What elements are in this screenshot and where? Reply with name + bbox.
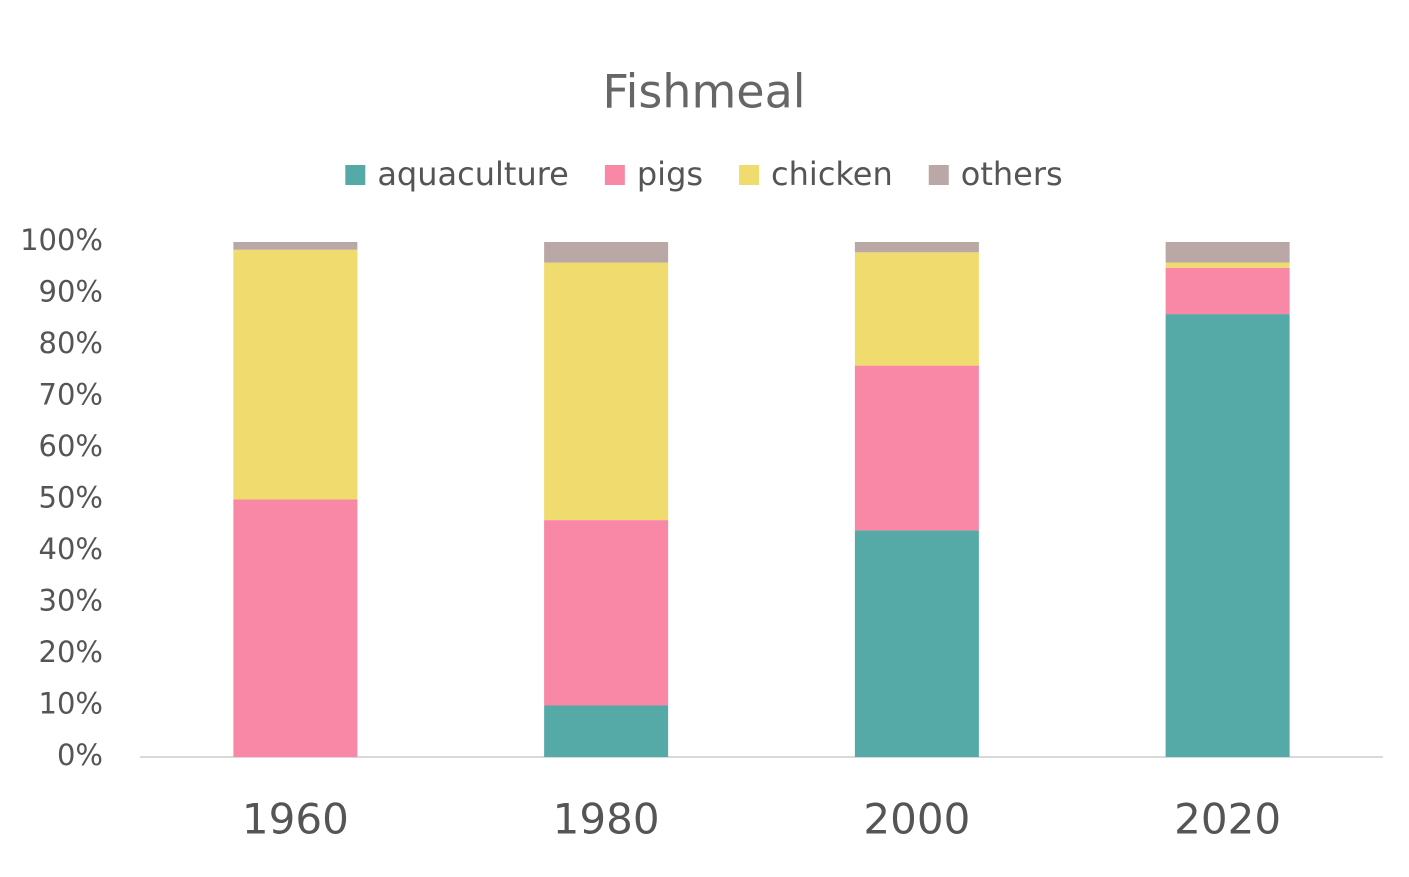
y-tick-label: 30% xyxy=(39,584,103,618)
bar-segment xyxy=(854,242,979,253)
bar-segment xyxy=(233,249,358,500)
legend-swatch xyxy=(739,165,760,185)
bar-segment xyxy=(1165,267,1290,315)
x-tick-label: 2020 xyxy=(1174,795,1281,844)
legend-label: aquaculture xyxy=(377,155,569,193)
bar-segment xyxy=(1165,242,1290,263)
y-tick-label: 100% xyxy=(20,223,103,257)
bar-segment xyxy=(544,520,669,706)
x-tick-label: 1960 xyxy=(242,795,349,844)
x-tick-label: 2000 xyxy=(863,795,970,844)
bar-segment xyxy=(233,242,358,250)
legend-swatch xyxy=(345,165,366,185)
legend-label: chicken xyxy=(771,155,893,193)
legend-swatch xyxy=(928,165,949,185)
bar-segment xyxy=(233,499,358,757)
bar-segment xyxy=(1165,262,1290,268)
y-tick-label: 90% xyxy=(39,275,103,309)
x-tick-label: 1980 xyxy=(553,795,660,844)
y-tick-label: 50% xyxy=(39,481,103,515)
legend-label: others xyxy=(961,155,1063,193)
bar-segment xyxy=(854,530,979,757)
bar-segment xyxy=(854,365,979,531)
y-tick-label: 60% xyxy=(39,429,103,463)
y-tick-label: 0% xyxy=(57,738,103,772)
y-tick-label: 20% xyxy=(39,635,103,669)
y-tick-label: 40% xyxy=(39,532,103,566)
y-tick-label: 70% xyxy=(39,378,103,412)
bar-segment xyxy=(1165,314,1290,757)
bar-segment xyxy=(544,242,669,263)
chart-title: Fishmeal xyxy=(602,65,805,119)
legend-label: pigs xyxy=(637,155,703,193)
y-tick-label: 80% xyxy=(39,326,103,360)
bar-segment xyxy=(544,262,669,521)
legend-swatch xyxy=(604,165,625,185)
bar-segment xyxy=(854,252,979,366)
bar-segment xyxy=(544,705,669,757)
y-tick-label: 10% xyxy=(39,687,103,721)
